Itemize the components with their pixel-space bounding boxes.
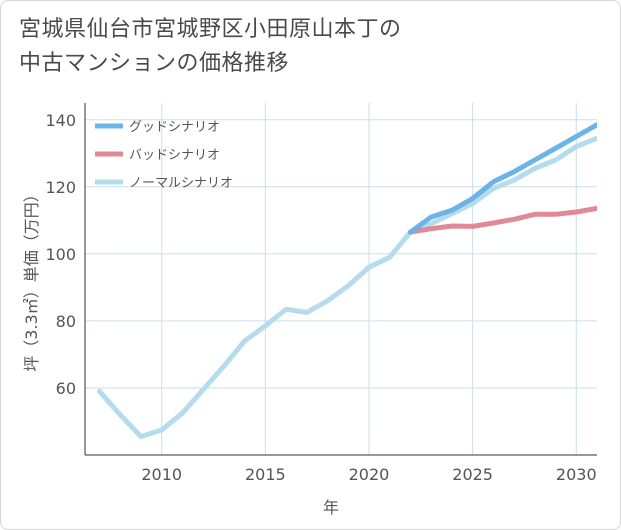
y-tick-label: 100 <box>45 245 76 264</box>
chart-title-line2: 中古マンションの価格推移 <box>19 51 290 76</box>
series-line-0 <box>407 122 597 235</box>
legend-label: バッドシナリオ <box>129 148 220 163</box>
series-line-2 <box>97 135 597 440</box>
legend-label: ノーマルシナリオ <box>129 176 233 191</box>
y-tick-label: 80 <box>56 312 76 331</box>
chart-title-line1: 宮城県仙台市宮城野区小田原山本丁の <box>19 17 402 42</box>
x-tick-label: 2025 <box>452 465 493 484</box>
x-tick-label: 2010 <box>141 465 182 484</box>
x-tick-label: 2015 <box>245 465 286 484</box>
x-tick-label: 2020 <box>349 465 390 484</box>
x-axis-label: 年 <box>323 498 339 517</box>
y-tick-label: 60 <box>56 379 76 398</box>
series-line-1 <box>407 205 597 235</box>
y-tick-label: 120 <box>45 178 76 197</box>
y-tick-label: 140 <box>45 111 76 130</box>
chart-title: 宮城県仙台市宮城野区小田原山本丁の 中古マンションの価格推移 <box>19 13 539 81</box>
legend-label: グッドシナリオ <box>129 120 220 135</box>
x-tick-label: 2030 <box>556 465 597 484</box>
y-axis-label: 坪（3.3㎡）単価（万円） <box>22 186 41 371</box>
